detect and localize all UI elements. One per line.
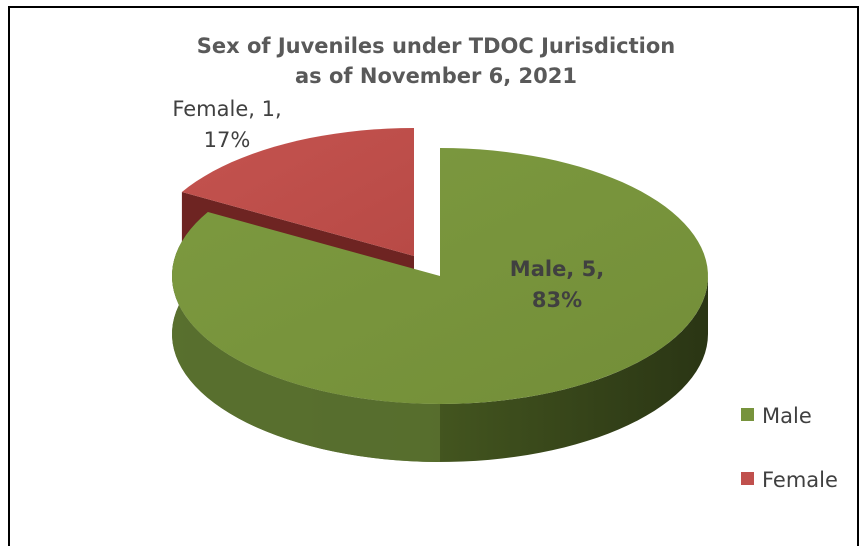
pie-slice-female-top (181, 128, 414, 256)
legend-swatch-male (741, 408, 754, 421)
pie-slice-male-wall-left (172, 212, 440, 462)
legend-label-male: Male (762, 404, 812, 428)
pie-slice-male-top (172, 148, 708, 404)
data-label-female-line1: Female, 1, (172, 97, 281, 121)
chart-title: Sex of Juveniles under TDOC Jurisdiction (197, 34, 675, 58)
data-label-female-line2: 17% (204, 128, 251, 152)
pie-slice-male (172, 148, 708, 462)
legend-label-female: Female (762, 468, 838, 492)
legend-swatch-female (741, 472, 754, 485)
data-label-male-line2: 83% (532, 288, 582, 312)
data-label-male-line1: Male, 5, (510, 257, 604, 281)
chart-subtitle: as of November 6, 2021 (295, 64, 577, 88)
